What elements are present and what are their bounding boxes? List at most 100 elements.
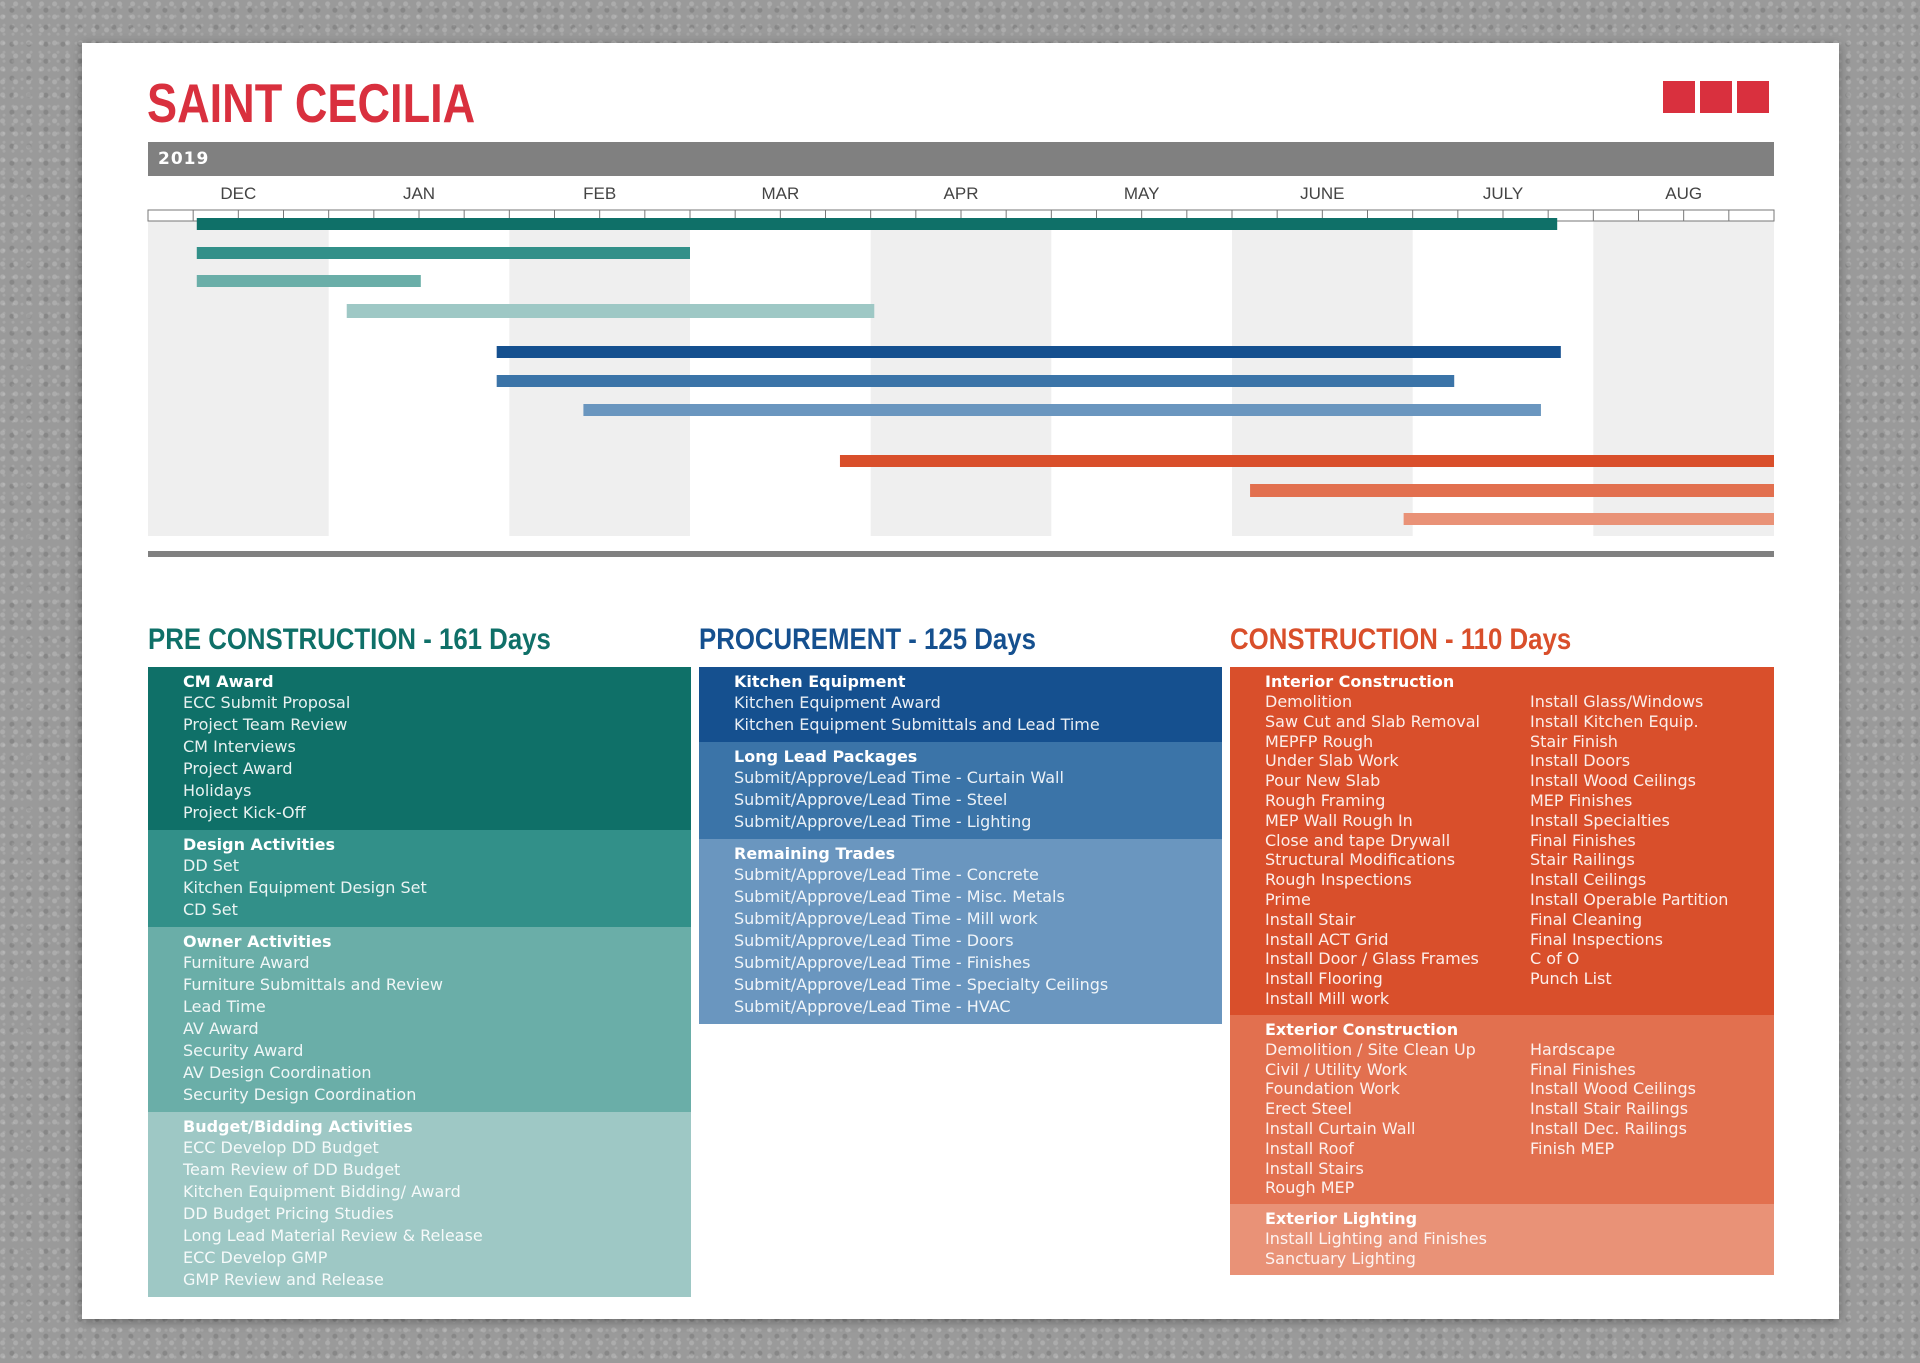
gantt-bar-pre [196,247,690,259]
activity-item: Sanctuary Lighting [1265,1248,1416,1268]
activity-item: Rough Framing [1265,790,1386,810]
activity-group: Kitchen Equipment Kitchen Equipment Award… [699,667,1222,742]
group-heading: Budget/Bidding Activities [183,1117,413,1136]
procurement-panel: Kitchen Equipment Kitchen Equipment Award… [699,667,1222,1024]
activity-group: Exterior Construction Demolition / Site C… [1230,1014,1774,1205]
activity-item: Install Stair Railings [1530,1099,1689,1119]
activity-item: Erect Steel [1265,1099,1352,1119]
gantt-bar-con [1250,484,1774,497]
activity-item: Install Curtain Wall [1265,1118,1416,1138]
activity-item: Lead Time [183,997,266,1016]
activity-item: Install Stairs [1265,1158,1364,1178]
logo-square [1663,81,1695,113]
activity-item: AV Award [183,1019,259,1038]
month-column-shade [1593,210,1774,536]
activity-item: Install Flooring [1265,969,1383,989]
gantt-bar-con [839,455,1774,467]
activity-item: Security Design Coordination [183,1085,417,1104]
activity-item: C of O [1530,949,1580,969]
activity-item: Install Lighting and Finishes [1265,1229,1487,1249]
activity-group: Design Activities DD Set Kitchen Equipment… [148,830,691,927]
activity-item: Holidays [183,781,252,800]
activity-item: Submit/Approve/Lead Time - Mill work [734,909,1038,928]
activity-item: MEP Wall Rough In [1265,810,1413,830]
group-heading: Remaining Trades [734,844,896,863]
activity-item: Install Wood Ceilings [1530,771,1696,791]
pre-construction-title: PRE CONSTRUCTION - 161 Days [148,623,551,656]
activity-group: Remaining Trades Submit/Approve/Lead Time… [699,839,1222,1024]
month-label: MAR [761,184,799,203]
activity-item: Kitchen Equipment Design Set [183,878,427,897]
gantt-bar-pre [196,275,421,287]
activity-item: Close and tape Drywall [1265,830,1451,850]
activity-columns: Install Lighting and Finishes Sanctuary L… [1265,1229,1764,1269]
activity-item: ECC Submit Proposal [183,693,351,712]
activity-item: Install Stair [1265,909,1356,929]
activity-item: Install Operable Partition [1530,889,1729,909]
group-heading: Kitchen Equipment [734,672,906,691]
activity-item: Submit/Approve/Lead Time - Curtain Wall [734,768,1064,787]
activity-item: Stair Finish [1530,731,1618,751]
activity-item: Final Finishes [1530,1059,1636,1079]
month-label: MAY [1124,184,1160,203]
group-heading: Exterior Lighting [1265,1209,1418,1229]
activity-item: Under Slab Work [1265,751,1399,771]
activity-item: DD Set [183,856,239,875]
month-column-shade [148,210,329,536]
activity-item: Submit/Approve/Lead Time - Steel [734,790,1008,809]
gantt-bar-proc [496,375,1455,387]
activity-item: Team Review of DD Budget [183,1160,401,1179]
gantt-bar-proc [496,346,1561,358]
activity-item: Civil / Utility Work [1265,1059,1408,1079]
logo-square [1737,81,1769,113]
activity-item: Submit/Approve/Lead Time - Lighting [734,812,1032,831]
activity-item: Project Award [183,759,293,778]
gantt-bar-proc [583,404,1541,416]
month-label: JULY [1483,184,1523,203]
activity-column-left: Install Lighting and Finishes Sanctuary L… [1265,1229,1530,1269]
year-header: 2019 [148,142,1774,176]
gantt-chart: DEC JAN FEB MAR APR MAY JUNE JULY AUG [147,184,1775,557]
group-heading: Owner Activities [183,932,332,951]
activity-group: Long Lead Packages Submit/Approve/Lead Ti… [699,742,1222,839]
activity-item: Install Ceilings [1530,870,1647,890]
activity-group: Budget/Bidding Activities ECC Develop DD … [148,1112,691,1297]
procurement-title: PROCUREMENT - 125 Days [699,623,1036,656]
activity-item: Punch List [1530,969,1612,989]
activity-item: MEP Finishes [1530,790,1633,810]
activity-item: Project Team Review [183,715,348,734]
month-label: JAN [403,184,435,203]
activity-item: Rough MEP [1265,1178,1355,1198]
activity-item: Submit/Approve/Lead Time - Doors [734,931,1014,950]
activity-item: ECC Develop DD Budget [183,1138,379,1157]
activity-item: Submit/Approve/Lead Time - Finishes [734,953,1031,972]
activity-item: Install Wood Ceilings [1530,1079,1696,1099]
month-label: FEB [583,184,616,203]
activity-group: Interior Construction Demolition Saw Cut a… [1230,667,1774,1015]
activity-item: Demolition [1265,692,1353,711]
activity-item: Rough Inspections [1265,870,1412,890]
activity-item: Finish MEP [1530,1138,1615,1158]
month-label: JUNE [1300,184,1344,203]
activity-item: Install Dec. Railings [1530,1118,1687,1138]
activity-item: Foundation Work [1265,1079,1400,1099]
activity-item: MEPFP Rough [1265,731,1374,751]
activity-group: Exterior Lighting Install Lighting and Fi… [1230,1204,1774,1275]
activity-group: Owner Activities Furniture Award Furniture… [148,927,691,1112]
activity-group: CM Award ECC Submit Proposal Project Team … [148,667,691,830]
activity-item: Demolition / Site Clean Up [1265,1039,1476,1059]
group-heading: CM Award [183,672,274,691]
activity-item: Security Award [183,1041,304,1060]
group-heading: Design Activities [183,835,335,854]
month-column-shade [870,210,1052,536]
activity-item: Install Specialties [1530,810,1670,830]
pre-construction-panel: CM Award ECC Submit Proposal Project Team … [148,667,691,1297]
month-column-shade [1232,210,1413,536]
activity-item: Install Kitchen Equip. [1530,711,1699,731]
activity-item: Install ACT Grid [1265,929,1389,949]
activity-column-right: Install Glass/Windows Install Kitchen Equ… [1530,692,1728,1009]
month-label: DEC [220,184,256,203]
activity-item: Project Kick-Off [183,803,306,822]
month-label: APR [944,184,979,203]
activity-item: Submit/Approve/Lead Time - HVAC [734,997,1011,1016]
